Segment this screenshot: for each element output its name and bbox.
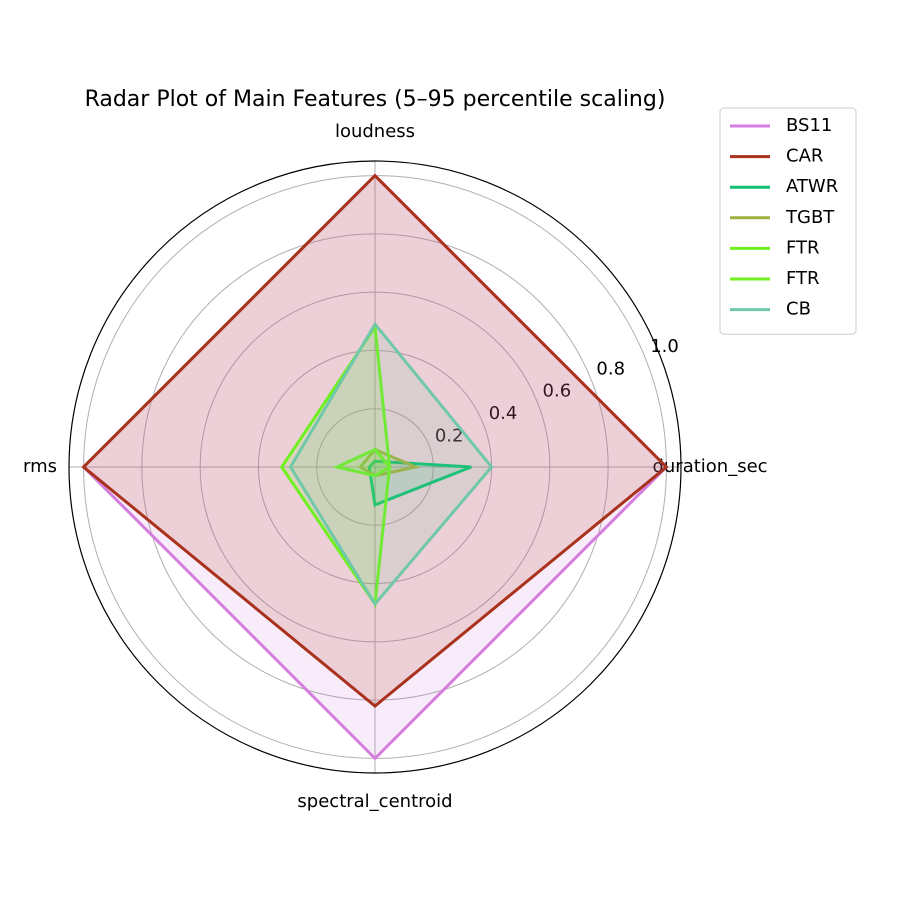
axis-label: loudness: [335, 121, 415, 142]
legend-label: CAR: [786, 146, 823, 167]
axis-label: rms: [23, 456, 57, 477]
r-tick-label: 0.6: [543, 381, 572, 402]
outer-frame: [68, 160, 682, 774]
legend-label: BS11: [786, 115, 832, 136]
legend-label: ATWR: [786, 176, 838, 197]
series-area: [83, 175, 667, 707]
r-tick-label: 0.8: [596, 358, 625, 379]
r-tick-label: 0.2: [435, 425, 464, 446]
series-area: [281, 327, 390, 604]
series-area: [290, 324, 492, 604]
series-line: [332, 447, 392, 478]
legend-label: FTR: [786, 237, 820, 258]
r-tick-label: 0.4: [489, 403, 518, 424]
legend-label: TGBT: [785, 207, 835, 228]
legend-label: CB: [786, 299, 811, 320]
series-line: [288, 321, 494, 607]
legend-label: FTR: [786, 268, 820, 289]
series-line: [279, 322, 392, 609]
series-line: [81, 173, 669, 708]
chart-title: Radar Plot of Main Features (5–95 percen…: [85, 87, 666, 112]
axis-label: duration_sec: [652, 456, 767, 477]
axis-label: spectral_centroid: [297, 791, 452, 812]
r-tick-label: 1.0: [650, 336, 679, 357]
